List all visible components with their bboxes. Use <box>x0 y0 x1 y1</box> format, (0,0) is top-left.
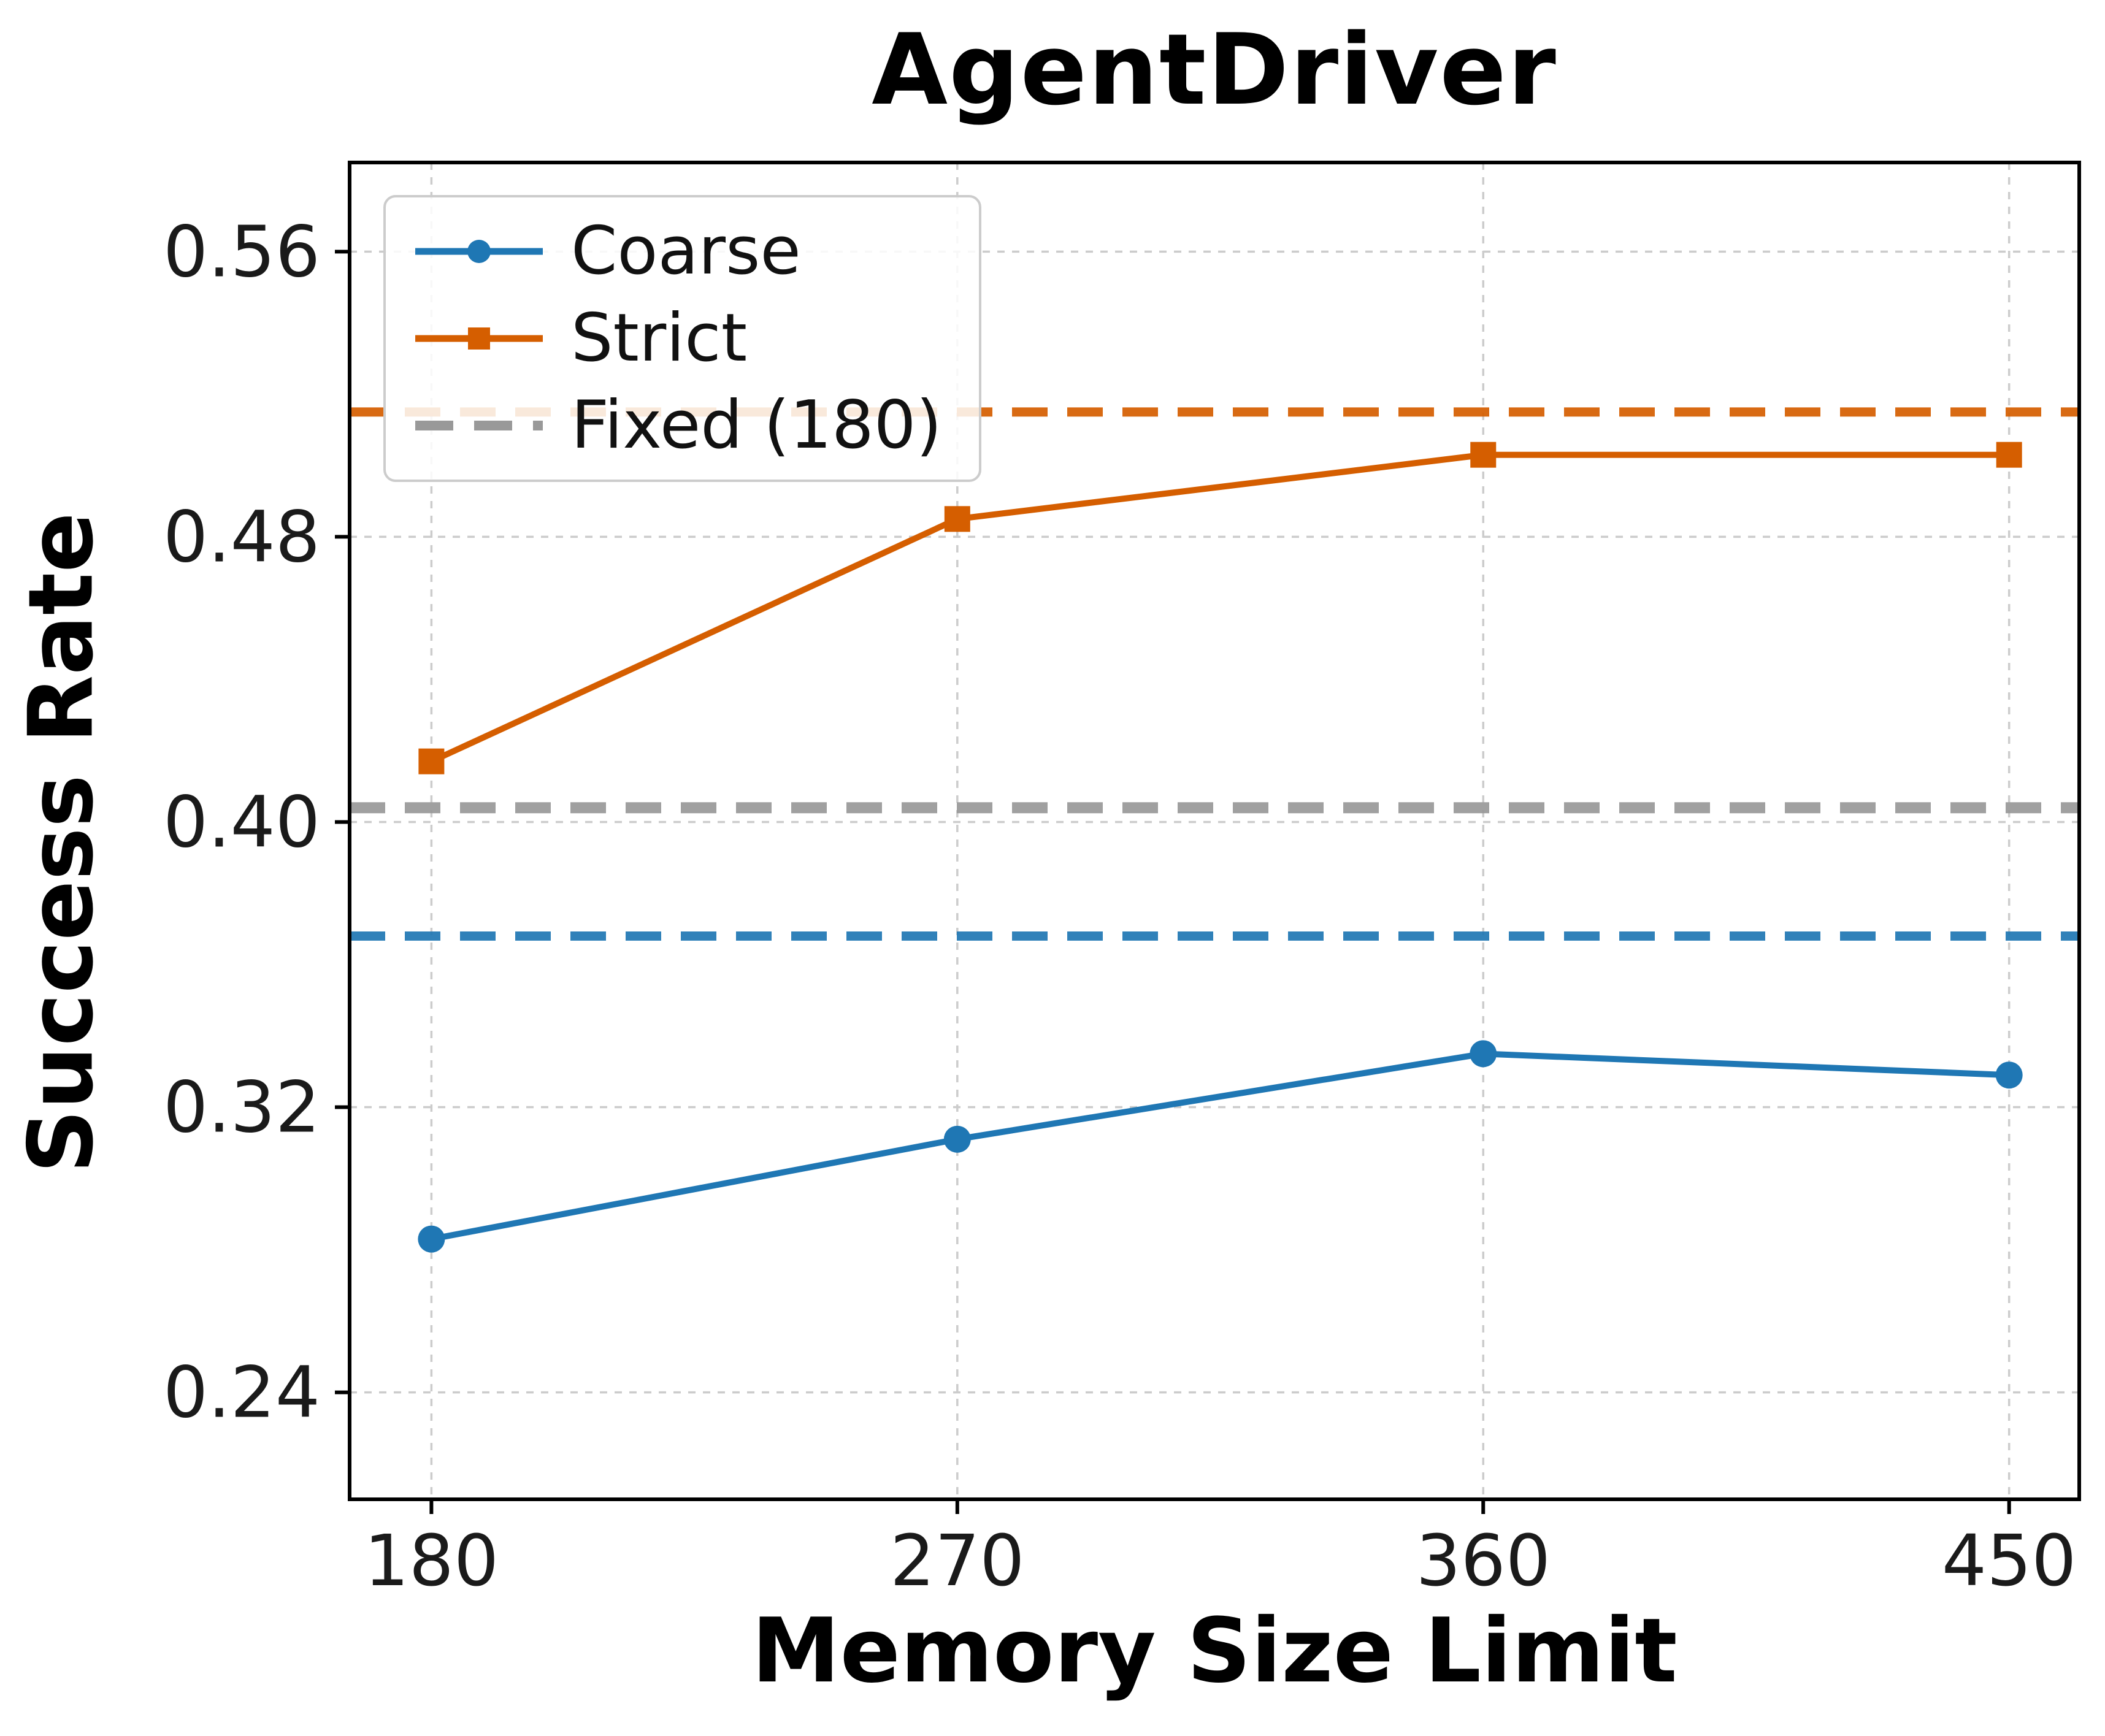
y-tick-label: 0.24 <box>163 1352 320 1434</box>
plot-border <box>348 161 2081 1501</box>
marker-circle <box>943 1125 971 1153</box>
marker-square <box>1996 442 2022 468</box>
marker-circle <box>1470 1040 1497 1068</box>
marker-circle <box>1995 1061 2023 1089</box>
chart-title: AgentDriver <box>872 12 1557 127</box>
y-tick-label: 0.40 <box>163 781 320 863</box>
marker-square <box>418 748 445 774</box>
legend-entry-coarse: Coarse <box>412 218 942 285</box>
legend-label: Coarse <box>571 213 801 289</box>
legend-label: Strict <box>571 300 748 377</box>
legend-entry-strict: Strict <box>412 305 942 372</box>
y-tick-label: 0.56 <box>163 211 320 293</box>
legend-sample-line <box>415 240 543 263</box>
legend-sample-line <box>415 327 543 350</box>
y-tick-label: 0.48 <box>163 496 320 578</box>
x-tick-label: 270 <box>890 1520 1025 1602</box>
series-strict <box>418 442 2022 774</box>
marker-square <box>944 506 970 532</box>
x-tick-label: 360 <box>1416 1520 1551 1602</box>
ticks: 180 270 360 450 0.24 0.32 0.40 0.48 0.56 <box>163 211 2076 1602</box>
legend-sample-line <box>415 421 543 430</box>
x-tick-label: 450 <box>1942 1520 2077 1602</box>
legend-entry-fixed-180-: Fixed (180) <box>412 392 942 459</box>
marker-square <box>1470 442 1497 468</box>
series-line-strict <box>428 451 2012 765</box>
y-axis-label: Success Rate <box>9 512 113 1174</box>
y-tick-label: 0.32 <box>163 1067 320 1149</box>
legend-label: Fixed (180) <box>571 387 942 464</box>
series-line-coarse <box>428 1050 2012 1242</box>
legend: Coarse Strict Fixed (180) <box>383 195 981 482</box>
series-coarse <box>418 1040 2023 1253</box>
x-tick-label: 180 <box>364 1520 499 1602</box>
marker-circle <box>418 1225 445 1253</box>
legend-marker-circle <box>467 240 491 263</box>
legend-marker-square <box>468 327 490 350</box>
x-axis-label: Memory Size Limit <box>751 1599 1677 1703</box>
